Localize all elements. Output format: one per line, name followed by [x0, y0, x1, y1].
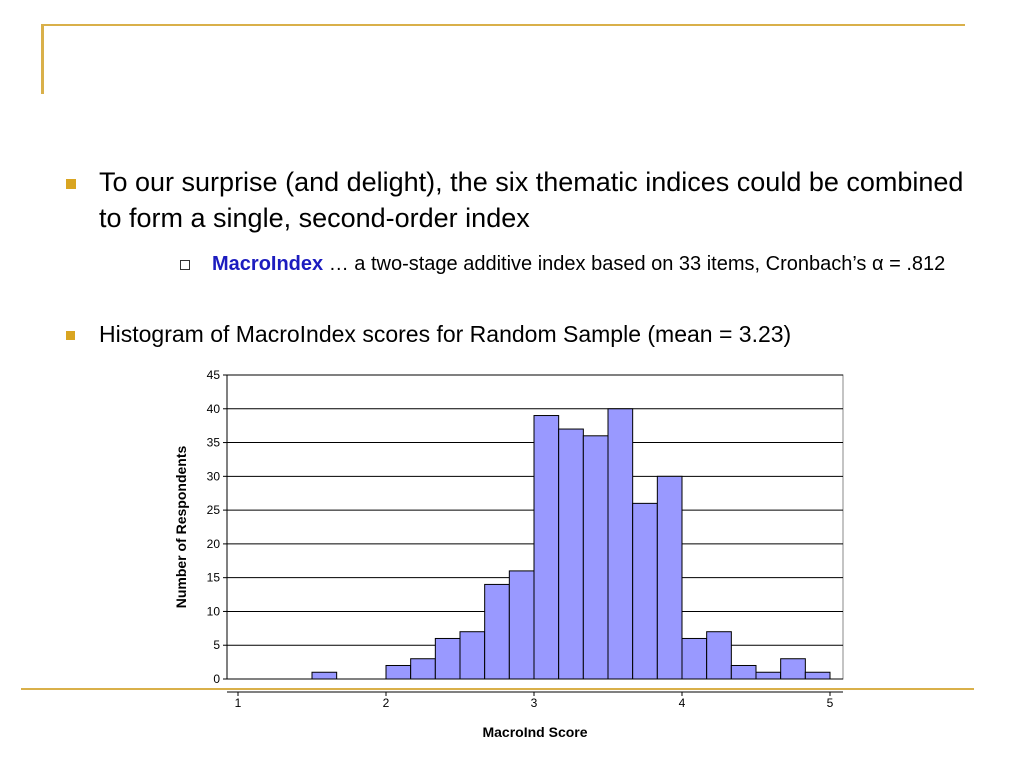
histogram-bar	[459, 631, 486, 680]
histogram-bar	[804, 671, 831, 680]
histogram-bar	[434, 637, 461, 680]
histogram-bar	[706, 631, 732, 680]
histogram-bar	[533, 415, 560, 680]
title-accent-top-line	[41, 24, 965, 26]
sub-bullet-description: … a two-stage additive index based on 33…	[323, 253, 946, 275]
x-tick-label: 5	[827, 696, 834, 710]
histogram-bar	[311, 671, 338, 680]
title-accent-vertical-line	[41, 24, 44, 94]
y-tick-label: 25	[207, 503, 221, 517]
histogram-bar	[385, 664, 412, 680]
y-tick-label: 10	[207, 604, 221, 618]
histogram-bar	[755, 671, 782, 680]
sub-bullet-text: MacroIndex … a two-stage additive index …	[212, 251, 972, 277]
histogram-bar	[632, 502, 658, 680]
histogram-bar	[558, 428, 584, 680]
histogram-bar	[681, 637, 708, 680]
x-tick-label: 1	[235, 696, 242, 710]
x-tick-label: 3	[531, 696, 538, 710]
bullet-marker	[66, 179, 76, 189]
y-tick-label: 5	[213, 638, 220, 652]
bullet-2-text: Histogram of MacroIndex scores for Rando…	[99, 321, 792, 347]
y-tick-label: 45	[207, 368, 221, 382]
histogram-bar	[410, 658, 436, 680]
histogram-bar	[508, 570, 535, 680]
y-tick-label: 40	[207, 402, 221, 416]
histogram-bar	[484, 583, 510, 680]
footer-accent-line	[21, 688, 974, 690]
y-tick-label: 0	[213, 672, 220, 686]
y-axis-title: Number of Respondents	[173, 446, 189, 609]
bullet-marker	[66, 331, 75, 340]
y-tick-label: 35	[207, 436, 221, 450]
x-tick-label: 2	[383, 696, 390, 710]
y-tick-label: 15	[207, 571, 221, 585]
x-axis-title: MacroInd Score	[482, 724, 587, 740]
histogram-bar	[730, 664, 757, 680]
x-tick-label: 4	[679, 696, 686, 710]
y-tick-label: 30	[207, 469, 221, 483]
histogram-bar	[582, 435, 609, 680]
histogram-bar	[607, 408, 634, 680]
sub-bullet-marker	[180, 260, 190, 270]
macroindex-keyword: MacroIndex	[212, 253, 324, 275]
histogram-bar	[780, 658, 806, 680]
histogram-bar	[656, 475, 683, 680]
y-tick-label: 20	[207, 537, 221, 551]
bullet-1-text: To our surprise (and delight), the six t…	[99, 167, 964, 233]
